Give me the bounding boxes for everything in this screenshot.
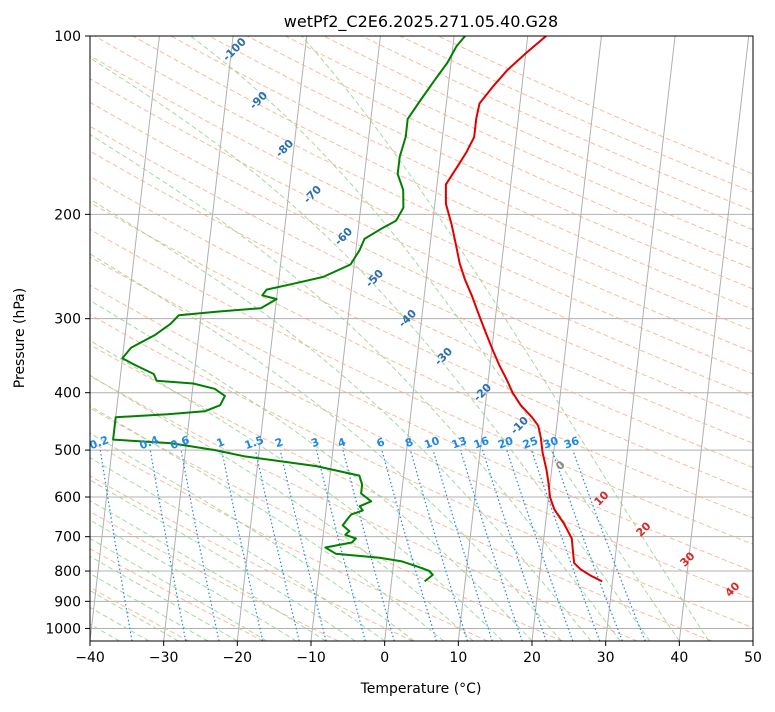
- isotherm-line: [0, 36, 12, 641]
- x-tick-label: 40: [670, 650, 688, 666]
- isotherm-line: [679, 36, 748, 641]
- x-tick-label: −30: [149, 650, 179, 666]
- dry-adiabat-line: [0, 36, 562, 641]
- y-tick-label: 900: [54, 594, 81, 610]
- mixing-ratio-label: 2: [273, 435, 285, 450]
- dry-adiabat-label: -10: [508, 414, 531, 437]
- mixing-ratio-label: 6: [375, 435, 387, 450]
- mixing-ratio-line: [382, 450, 437, 641]
- y-tick-label: 1000: [45, 621, 81, 637]
- isotherm-line: [385, 36, 454, 641]
- mixing-ratio-line: [433, 450, 492, 641]
- dry-adiabat-line: [0, 36, 637, 641]
- x-tick-label: 0: [380, 650, 389, 666]
- moist-adiabat-line: [56, 36, 650, 641]
- mixing-ratio-label: 8: [403, 435, 415, 450]
- moist-adiabat-line: [0, 36, 473, 641]
- mixing-ratio-label: 4: [336, 435, 348, 450]
- mixing-ratio-line: [483, 450, 547, 641]
- moist-adiabat-line: [0, 36, 237, 641]
- dewpoint-profile-line: [113, 36, 465, 581]
- moist-adiabat-line: [0, 36, 326, 641]
- x-tick-label: 20: [523, 650, 541, 666]
- moist-adiabat-line: [0, 36, 444, 641]
- dry-adiabat-label: -50: [363, 267, 386, 290]
- dry-adiabat-line: [95, 36, 775, 641]
- mixing-ratio-label: 25: [521, 434, 540, 451]
- mixing-ratio-label: 30: [541, 434, 560, 452]
- y-tick-label: 800: [54, 564, 81, 580]
- dry-adiabat-line: [247, 36, 775, 641]
- dry-adiabat-line: [0, 36, 712, 641]
- dry-adiabat-line: [324, 36, 775, 641]
- dry-adiabat-line: [0, 36, 189, 641]
- x-tick-label: 50: [744, 650, 762, 666]
- mixing-ratio-label: 0.6: [169, 433, 192, 452]
- isotherm-line: [753, 36, 775, 641]
- dry-adiabat-line: [171, 36, 775, 641]
- dry-adiabat-line: [0, 36, 338, 641]
- x-tick-label: −20: [223, 650, 253, 666]
- dry-adiabat-line: [57, 36, 775, 641]
- mixing-ratio-label: 3: [309, 435, 321, 450]
- x-tick-label: −10: [296, 650, 326, 666]
- x-tick-label: −40: [75, 650, 105, 666]
- mixing-ratio-label: 36: [562, 434, 581, 452]
- mixing-ratio-line: [150, 450, 186, 641]
- mixing-ratio-label: 20: [496, 434, 515, 452]
- mixing-ratio-line: [532, 450, 600, 641]
- dry-adiabat-line: [0, 36, 413, 641]
- mixing-ratio-line: [552, 450, 622, 641]
- isotherm-line: [311, 36, 380, 641]
- mixing-ratio-label: 1: [215, 435, 227, 450]
- y-tick-label: 100: [54, 29, 81, 45]
- mixing-ratio-label: 0.2: [88, 433, 111, 452]
- y-tick-label: 300: [54, 312, 81, 328]
- x-axis-label: Temperature (°C): [360, 681, 482, 697]
- mixing-ratio-line: [410, 450, 467, 641]
- dry-adiabat-line: [133, 36, 775, 641]
- mixing-ratio-line: [507, 450, 573, 641]
- dry-adiabat-line: [362, 36, 775, 641]
- y-axis-label: Pressure (hPa): [12, 288, 28, 388]
- y-tick-label: 700: [54, 530, 81, 546]
- dry-adiabat-label: -100: [220, 35, 249, 64]
- moist-adiabat-label: 0: [553, 458, 568, 473]
- background-lines: [0, 36, 775, 641]
- dry-adiabat-label: -70: [301, 183, 324, 206]
- moist-adiabat-line: [0, 36, 208, 641]
- dry-adiabat-label: -20: [471, 381, 494, 404]
- mixing-ratio-line: [280, 450, 326, 641]
- moist-adiabat-label: 40: [723, 579, 743, 599]
- dry-adiabat-line: [0, 36, 488, 641]
- y-tick-label: 500: [54, 443, 81, 459]
- mixing-ratio-line: [100, 450, 132, 641]
- x-tick-label: 30: [597, 650, 615, 666]
- moist-adiabat-line: [191, 36, 680, 641]
- moist-adiabat-line: [0, 36, 562, 641]
- moist-adiabat-label: 10: [592, 488, 612, 508]
- x-tick-label: 10: [449, 650, 467, 666]
- dry-adiabat-label: -30: [432, 345, 455, 368]
- isotherm-line: [458, 36, 527, 641]
- mixing-ratio-line: [255, 450, 299, 641]
- y-tick-label: 600: [54, 490, 81, 506]
- y-tick-label: 200: [54, 207, 81, 223]
- mixing-ratio-line: [222, 450, 263, 641]
- mixing-ratio-line: [343, 450, 394, 641]
- mixing-ratio-label: 16: [472, 434, 491, 452]
- moist-adiabat-line: [0, 36, 532, 641]
- plot-frame: [90, 36, 753, 641]
- moist-adiabat-line: [0, 36, 414, 641]
- moist-adiabat-label: 30: [678, 549, 698, 569]
- chart-title: wetPf2_C2E6.2025.271.05.40.G28: [284, 12, 558, 32]
- series-layer: [113, 36, 602, 581]
- dry-adiabat-label: -40: [396, 307, 419, 330]
- y-tick-label: 400: [54, 386, 81, 402]
